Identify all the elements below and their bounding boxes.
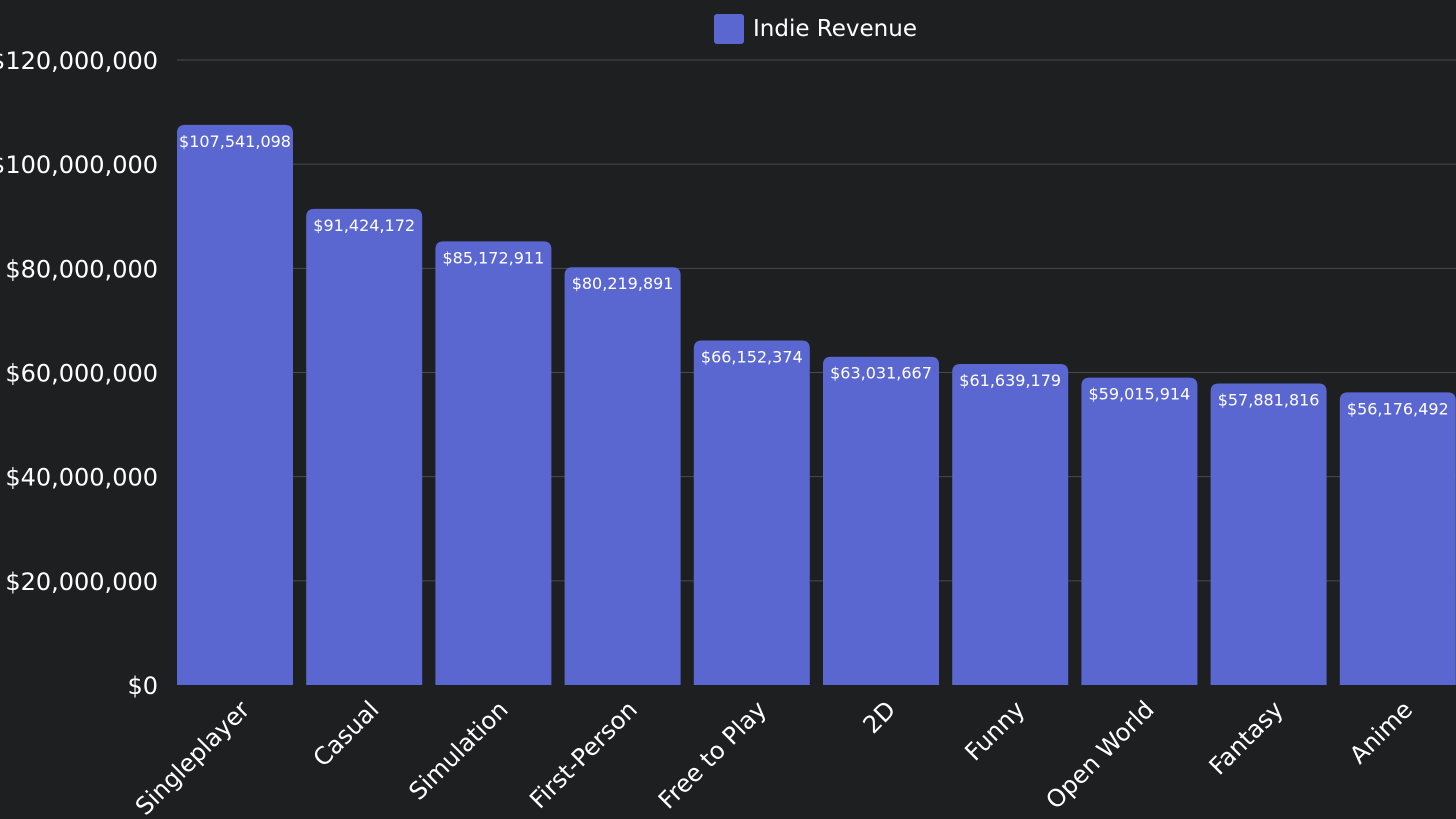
x-tick-label: Simulation [403,695,513,805]
bar-value-label: $85,172,911 [443,248,545,267]
bar-fantasy[interactable] [1210,383,1327,685]
bar-value-label: $63,031,667 [830,364,932,383]
x-tick-label: Funny [959,695,1030,766]
bar-value-labels: $107,541,098 $91,424,172 $85,172,911 $80,21… [179,132,1449,419]
bar-value-label: $57,881,816 [1218,391,1320,410]
bar-funny[interactable] [952,363,1069,685]
y-tick-label: $120,000,000 [0,47,158,75]
bars [177,124,1456,685]
bar-value-label: $61,639,179 [959,371,1061,390]
x-tick-label: 2D [858,695,902,739]
bar-free-to-play[interactable] [693,340,810,685]
bar-value-label: $107,541,098 [179,132,291,151]
bar-value-label: $66,152,374 [701,347,803,366]
y-tick-label: $40,000,000 [5,464,158,492]
bar-simulation[interactable] [435,241,552,685]
bar-2d[interactable] [823,356,939,685]
y-tick-label: $80,000,000 [5,255,158,283]
bar-open-world[interactable] [1081,377,1198,685]
bar-value-label: $80,219,891 [572,274,674,293]
x-tick-label: Open World [1040,695,1159,814]
bar-singleplayer[interactable] [177,124,293,685]
bar-first-person[interactable] [564,267,681,685]
bar-anime[interactable] [1339,392,1456,685]
y-tick-label: $20,000,000 [5,568,158,596]
y-axis-ticks: $0 $20,000,000 $40,000,000 $60,000,000 $80,0… [0,47,158,700]
x-tick-label: Fantasy [1204,695,1289,780]
x-axis-ticks: Singleplayer Casual Simulation First-Person… [130,695,1418,819]
x-tick-label: Free to Play [653,695,772,814]
bar-value-label: $91,424,172 [313,216,415,235]
bar-value-label: $56,176,492 [1347,399,1449,418]
y-tick-label: $100,000,000 [0,151,158,179]
y-tick-label: $60,000,000 [5,360,158,388]
x-tick-label: Anime [1344,695,1418,769]
bar-value-label: $59,015,914 [1089,385,1191,404]
x-tick-label: Singleplayer [130,695,255,819]
x-tick-label: Casual [308,695,385,772]
legend-label: Indie Revenue [753,16,917,42]
y-tick-label: $0 [127,672,158,700]
legend-swatch [714,14,744,44]
bar-casual[interactable] [306,208,423,685]
x-tick-label: First-Person [524,695,643,814]
legend[interactable]: Indie Revenue [714,14,917,44]
